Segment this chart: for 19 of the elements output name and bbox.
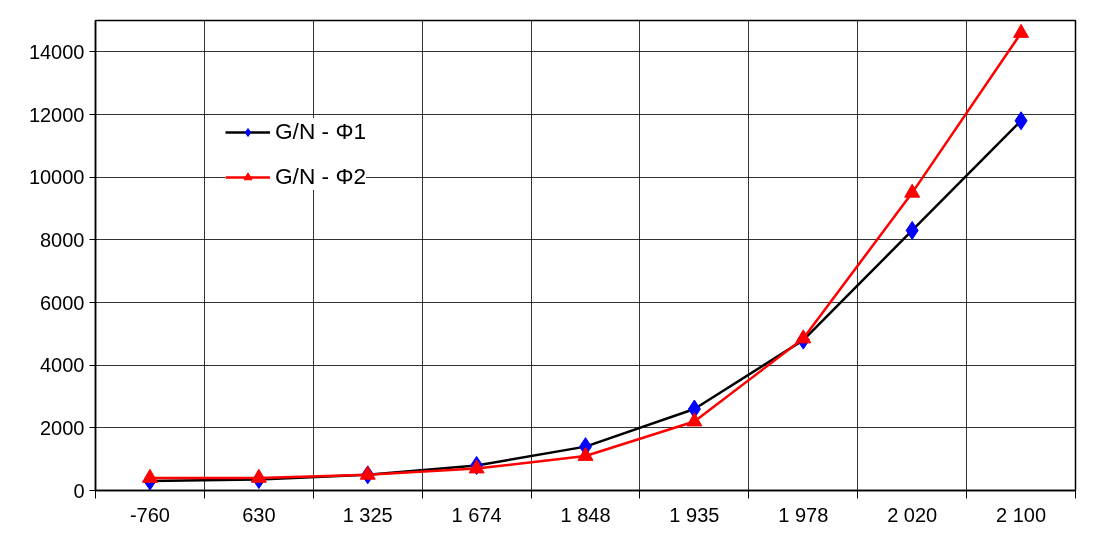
x-tick-label: 1 848 [560, 503, 611, 526]
x-tick-label: 1 325 [342, 503, 393, 526]
x-tick-label: 1 978 [778, 503, 829, 526]
y-tick-label: 0 [73, 479, 85, 502]
y-tick-label: 10000 [28, 166, 85, 189]
legend-label: G/N - Φ2 [275, 163, 367, 190]
x-tick-label: -760 [129, 503, 170, 526]
x-tick-label: 2 100 [996, 503, 1047, 526]
x-tick-label: 2 020 [887, 503, 938, 526]
y-tick-label: 6000 [40, 291, 85, 314]
y-tick-label: 4000 [40, 354, 85, 377]
y-tick-label: 8000 [40, 228, 85, 251]
x-tick-label: 1 674 [451, 503, 502, 526]
x-tick-label: 630 [242, 503, 276, 526]
y-tick-label: 2000 [40, 416, 85, 439]
y-tick-label: 14000 [28, 40, 85, 63]
x-tick-label: 1 935 [669, 503, 720, 526]
legend-label: G/N - Φ1 [275, 118, 367, 145]
y-tick-label: 12000 [28, 103, 85, 126]
